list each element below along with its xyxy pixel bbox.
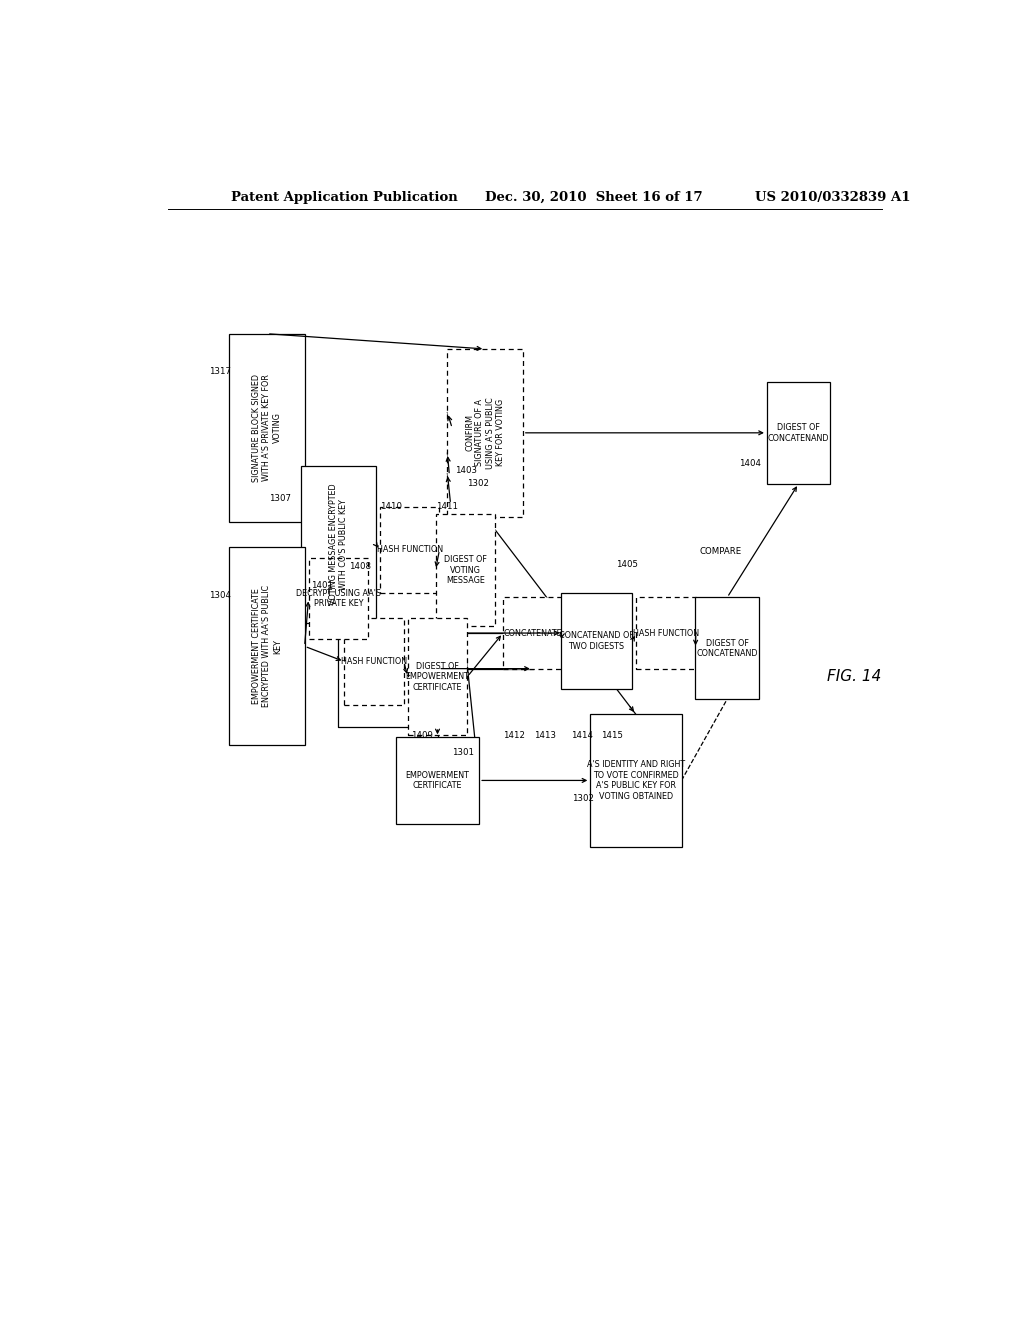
Bar bbox=[435, 515, 495, 626]
Text: 1401: 1401 bbox=[310, 581, 333, 590]
Bar bbox=[447, 348, 523, 516]
Bar bbox=[560, 593, 632, 689]
Bar bbox=[636, 598, 696, 669]
Bar bbox=[503, 598, 562, 669]
Text: Patent Application Publication: Patent Application Publication bbox=[231, 190, 458, 203]
Text: 1411: 1411 bbox=[436, 502, 458, 511]
Bar bbox=[301, 466, 376, 623]
Text: FIG. 14: FIG. 14 bbox=[827, 669, 882, 684]
Bar bbox=[590, 714, 682, 846]
Text: DECRYPT USING AA'S
PRIVATE KEY: DECRYPT USING AA'S PRIVATE KEY bbox=[296, 589, 381, 609]
Text: 1307: 1307 bbox=[268, 495, 291, 503]
Text: 1404: 1404 bbox=[739, 459, 761, 467]
Bar bbox=[344, 618, 403, 705]
Text: A'S IDENTITY AND RIGHT
TO VOTE CONFIRMED
A'S PUBLIC KEY FOR
VOTING OBTAINED: A'S IDENTITY AND RIGHT TO VOTE CONFIRMED… bbox=[587, 760, 685, 800]
Bar bbox=[229, 334, 304, 521]
Text: HASH FUNCTION: HASH FUNCTION bbox=[341, 657, 408, 667]
Text: 1412: 1412 bbox=[504, 731, 525, 741]
Text: 1304: 1304 bbox=[209, 591, 231, 601]
Text: CONCATENAND OF
TWO DIGESTS: CONCATENAND OF TWO DIGESTS bbox=[559, 631, 634, 651]
Text: 1302: 1302 bbox=[572, 795, 594, 804]
Text: CONCATENATE: CONCATENATE bbox=[504, 628, 562, 638]
Text: DIGEST OF
VOTING
MESSAGE: DIGEST OF VOTING MESSAGE bbox=[443, 556, 486, 585]
Bar bbox=[308, 558, 368, 639]
Text: 1302: 1302 bbox=[467, 479, 488, 488]
Bar bbox=[767, 381, 830, 483]
Text: DIGEST OF
CONCATENAND: DIGEST OF CONCATENAND bbox=[696, 639, 758, 657]
Text: CONFIRM
SIGNATURE OF A
USING A'S PUBLIC
KEY FOR VOTING: CONFIRM SIGNATURE OF A USING A'S PUBLIC … bbox=[465, 397, 505, 469]
Text: 1405: 1405 bbox=[616, 561, 638, 569]
Bar bbox=[408, 618, 467, 735]
Bar bbox=[396, 738, 479, 824]
Text: VOTING MESSAGE ENCRYPTED
WITH CO'S PUBLIC KEY: VOTING MESSAGE ENCRYPTED WITH CO'S PUBLI… bbox=[329, 484, 348, 606]
Text: 1408: 1408 bbox=[348, 562, 371, 572]
Text: 1403: 1403 bbox=[455, 466, 477, 475]
Text: US 2010/0332839 A1: US 2010/0332839 A1 bbox=[755, 190, 910, 203]
Text: 1410: 1410 bbox=[380, 502, 402, 511]
Text: EMPOWERMENT CERTIFICATE
ENCRYPTED WITH AA'S PUBLIC
KEY: EMPOWERMENT CERTIFICATE ENCRYPTED WITH A… bbox=[252, 585, 282, 708]
Text: 1413: 1413 bbox=[535, 731, 556, 741]
Text: DIGEST OF
CONCATENAND: DIGEST OF CONCATENAND bbox=[768, 424, 829, 442]
Bar bbox=[380, 507, 439, 593]
Bar bbox=[229, 548, 304, 746]
Text: HASH FUNCTION: HASH FUNCTION bbox=[633, 628, 699, 638]
Text: Dec. 30, 2010  Sheet 16 of 17: Dec. 30, 2010 Sheet 16 of 17 bbox=[485, 190, 702, 203]
Text: EMPOWERMENT
CERTIFICATE: EMPOWERMENT CERTIFICATE bbox=[406, 771, 469, 791]
Text: 1415: 1415 bbox=[601, 731, 623, 741]
Text: COMPARE: COMPARE bbox=[699, 548, 741, 556]
Text: 1301: 1301 bbox=[452, 748, 474, 758]
Text: 1409: 1409 bbox=[412, 731, 433, 741]
Text: SIGNATURE BLOCK SIGNED
WITH A'S PRIVATE KEY FOR
VOTING: SIGNATURE BLOCK SIGNED WITH A'S PRIVATE … bbox=[252, 374, 282, 482]
Text: 1317: 1317 bbox=[209, 367, 231, 376]
Text: 1414: 1414 bbox=[570, 731, 593, 741]
Bar bbox=[695, 598, 759, 700]
Text: DIGEST OF
EMPOWERMENT
CERTIFICATE: DIGEST OF EMPOWERMENT CERTIFICATE bbox=[406, 661, 469, 692]
Text: HASH FUNCTION: HASH FUNCTION bbox=[377, 545, 442, 554]
